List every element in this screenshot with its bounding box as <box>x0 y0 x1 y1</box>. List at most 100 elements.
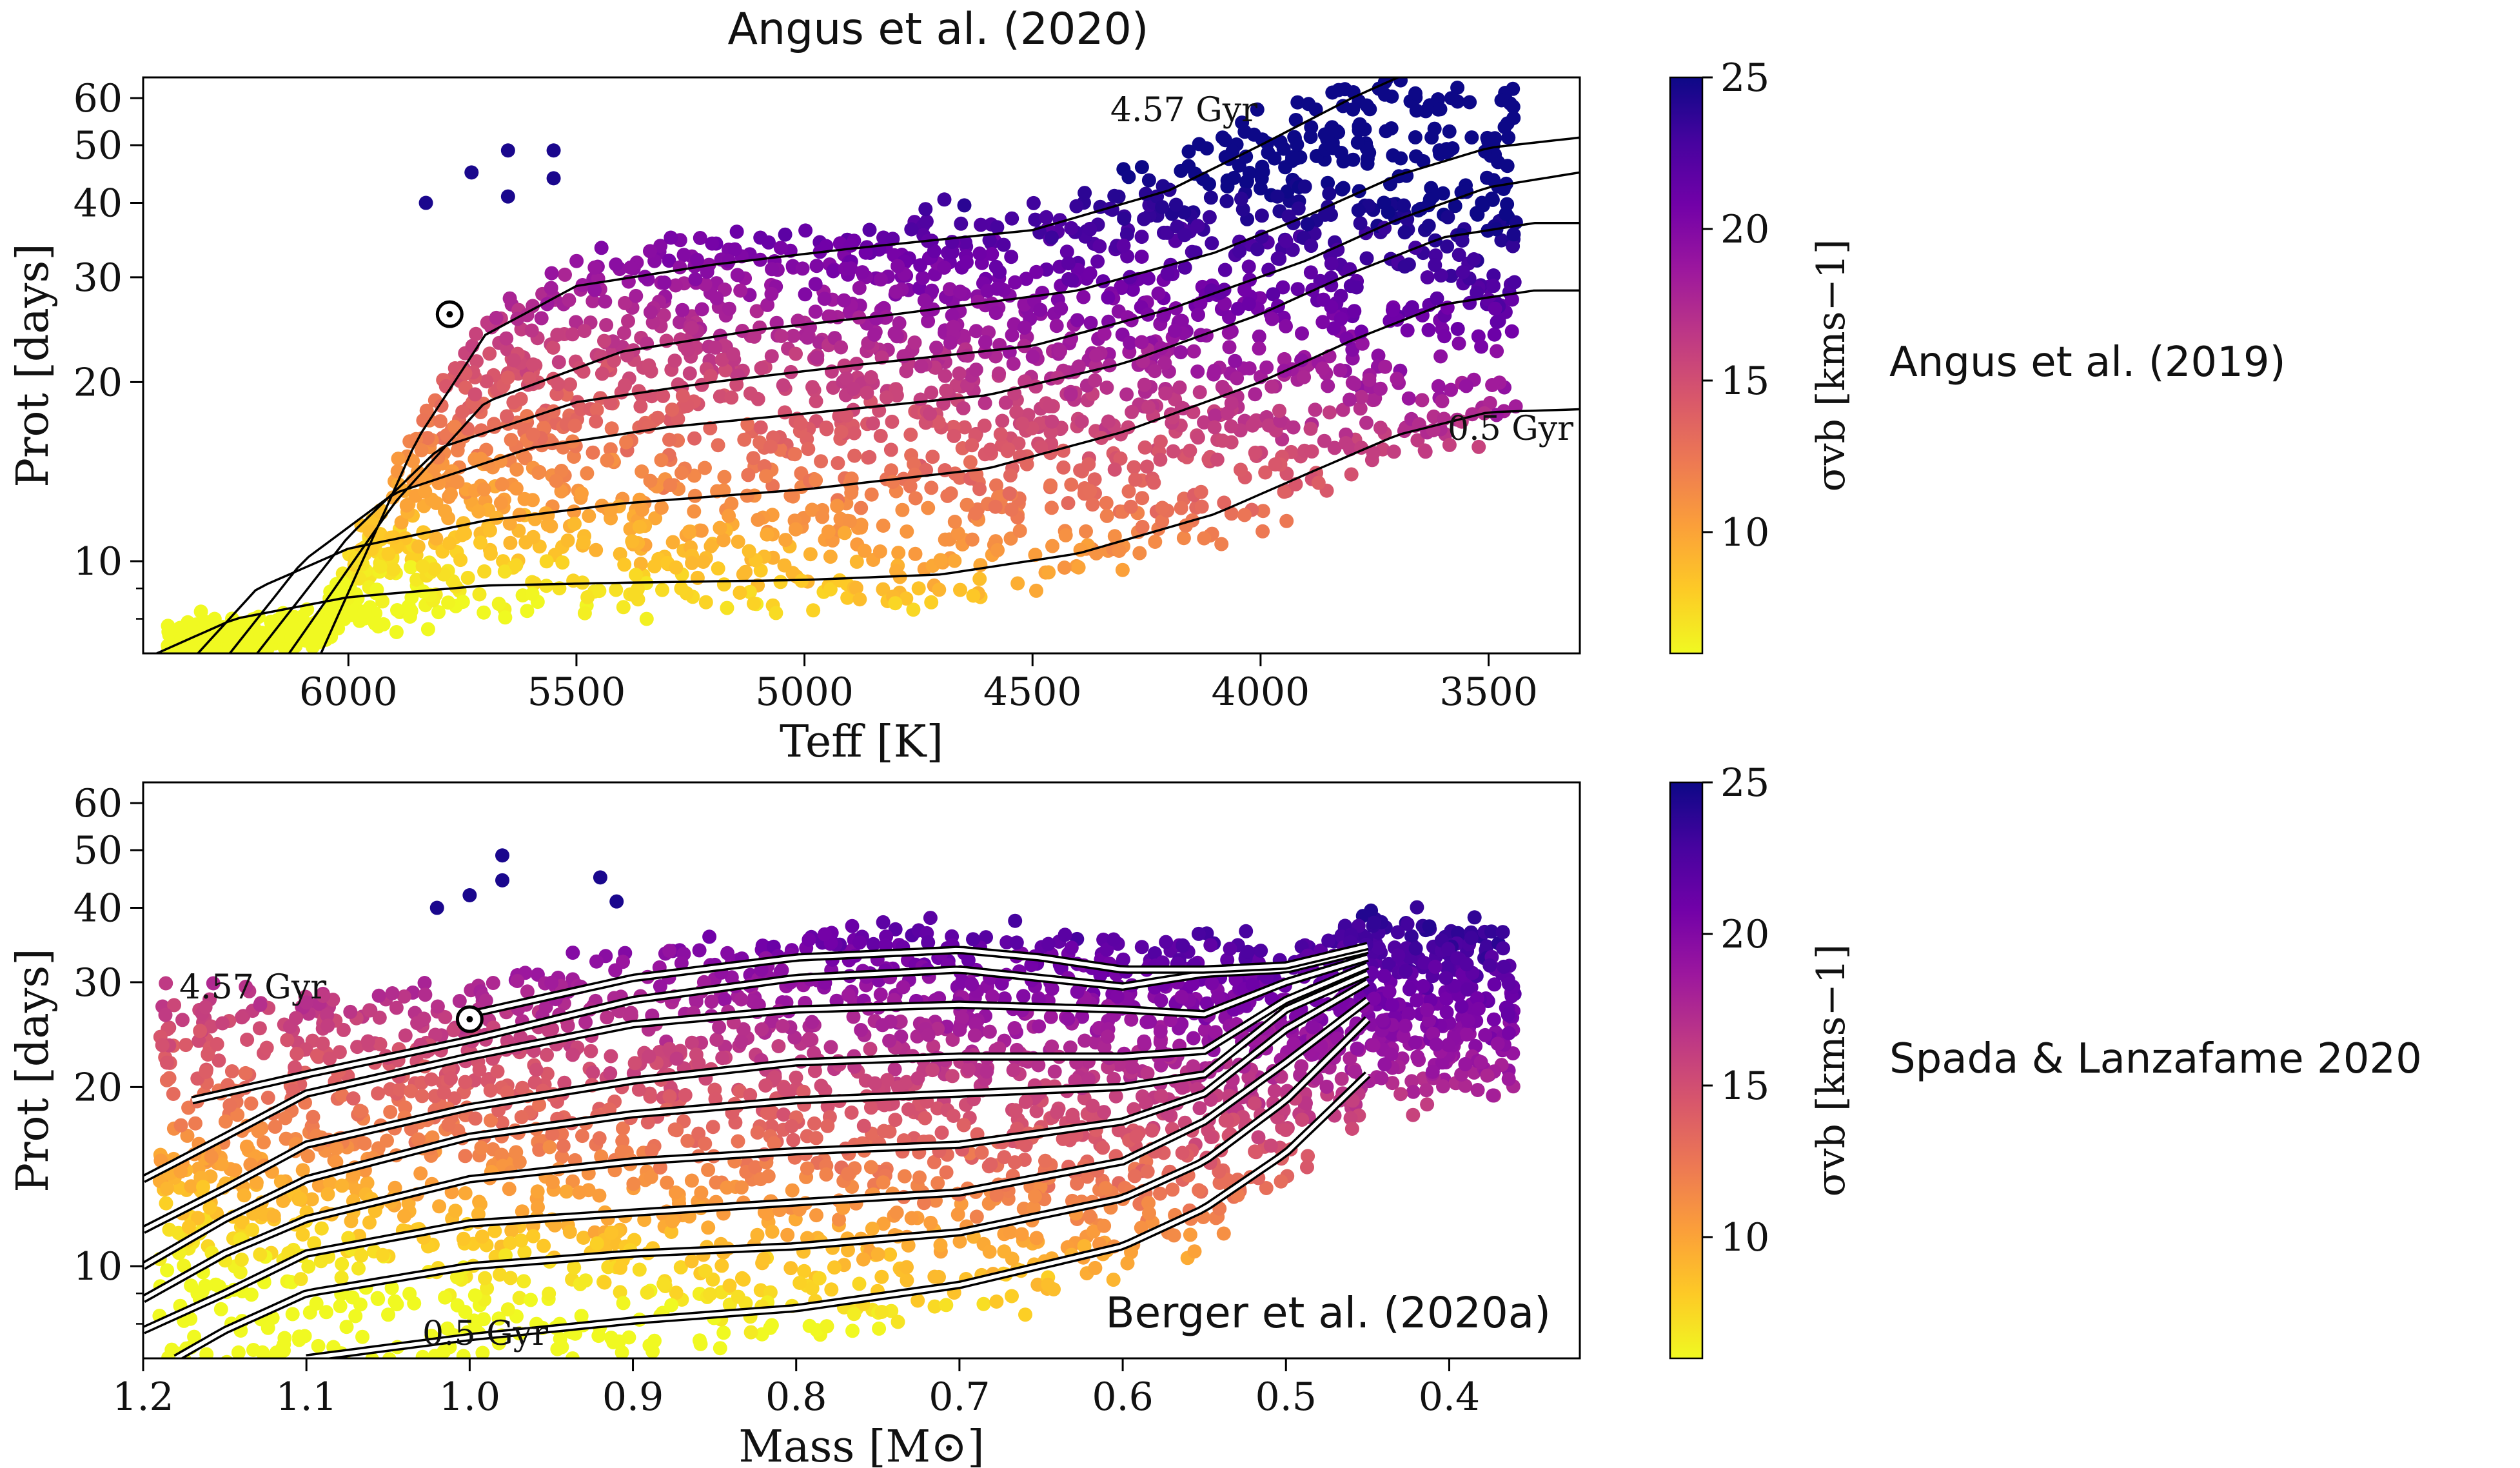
data-point <box>1308 102 1323 117</box>
data-point <box>1248 445 1263 460</box>
data-point <box>662 253 676 268</box>
data-point <box>158 1007 173 1022</box>
data-point <box>1168 197 1183 212</box>
data-point <box>1353 216 1368 231</box>
data-point <box>1029 1104 1044 1118</box>
data-point <box>885 475 900 489</box>
x-tick-label: 5500 <box>527 670 626 715</box>
data-point <box>1230 371 1245 386</box>
data-point <box>1205 236 1219 251</box>
data-point <box>567 517 582 531</box>
data-point <box>740 488 754 503</box>
data-point <box>1398 1018 1413 1033</box>
data-point <box>253 997 268 1012</box>
data-point <box>567 419 582 433</box>
data-point <box>1127 1169 1142 1184</box>
data-point <box>540 1066 555 1081</box>
data-point <box>907 335 922 350</box>
data-point <box>1437 329 1452 344</box>
data-point <box>259 1040 274 1055</box>
data-point <box>945 245 960 259</box>
data-point <box>1038 1153 1052 1168</box>
data-point <box>989 259 1003 274</box>
data-point <box>1071 359 1086 374</box>
data-point <box>280 1033 295 1047</box>
data-point <box>515 1080 530 1095</box>
data-point <box>1294 353 1309 368</box>
data-point <box>807 1064 822 1078</box>
data-point <box>474 1140 489 1155</box>
data-point <box>849 554 864 569</box>
data-point <box>1113 451 1128 466</box>
data-point <box>1078 186 1092 201</box>
data-point <box>1290 137 1304 152</box>
data-point <box>823 550 838 564</box>
data-point <box>846 1009 861 1024</box>
data-point <box>957 198 972 213</box>
data-point <box>1043 478 1058 493</box>
data-point <box>845 1324 860 1338</box>
data-point <box>1442 124 1457 139</box>
data-point <box>1254 208 1269 223</box>
data-point <box>933 553 948 568</box>
isochrone-line <box>229 222 1580 653</box>
data-point <box>927 1155 941 1169</box>
data-point <box>937 260 952 275</box>
data-point <box>937 192 952 207</box>
data-point <box>865 1222 880 1236</box>
data-point <box>1041 937 1056 951</box>
data-point <box>160 1181 175 1196</box>
data-point <box>1255 164 1270 179</box>
data-point <box>1045 414 1059 429</box>
data-point <box>1458 1078 1473 1093</box>
data-point <box>684 321 699 335</box>
data-point <box>1290 282 1305 297</box>
data-point <box>506 395 521 410</box>
data-point <box>1239 924 1254 938</box>
data-point <box>849 357 864 371</box>
data-point <box>1478 1027 1493 1042</box>
data-point <box>475 1345 490 1358</box>
data-point <box>355 1329 369 1344</box>
data-point <box>1488 301 1502 316</box>
data-point <box>643 305 658 319</box>
data-point <box>1259 1181 1274 1195</box>
data-point <box>619 435 634 450</box>
data-point <box>261 1090 275 1105</box>
data-point <box>1460 982 1475 997</box>
data-point <box>947 553 962 568</box>
data-point <box>1440 960 1455 975</box>
data-point <box>1186 1059 1201 1074</box>
data-point <box>433 414 448 429</box>
data-point <box>750 1125 765 1140</box>
data-point <box>429 495 444 510</box>
data-point <box>1433 102 1448 117</box>
data-point <box>1441 1038 1455 1053</box>
data-point <box>565 1351 580 1358</box>
data-point <box>834 340 849 355</box>
data-point <box>1220 953 1235 967</box>
data-point <box>404 560 418 575</box>
data-point <box>353 1104 367 1118</box>
data-point <box>632 492 647 507</box>
data-point <box>888 596 903 611</box>
data-point <box>565 327 580 342</box>
data-point <box>186 657 201 671</box>
data-point <box>777 558 792 573</box>
data-point <box>1228 353 1243 368</box>
data-point <box>1506 227 1521 242</box>
data-point <box>876 1124 891 1138</box>
data-point <box>1099 495 1114 510</box>
data-point <box>1139 459 1154 474</box>
data-point <box>1408 86 1422 101</box>
data-point <box>844 471 859 486</box>
data-point <box>448 1204 463 1218</box>
data-point <box>1488 131 1502 146</box>
data-point <box>945 308 960 323</box>
data-point <box>240 1033 255 1047</box>
data-point <box>869 311 883 326</box>
data-point <box>373 1037 388 1051</box>
y-tick-label: 60 <box>74 76 123 121</box>
data-point <box>497 564 512 579</box>
data-point <box>989 478 1003 493</box>
